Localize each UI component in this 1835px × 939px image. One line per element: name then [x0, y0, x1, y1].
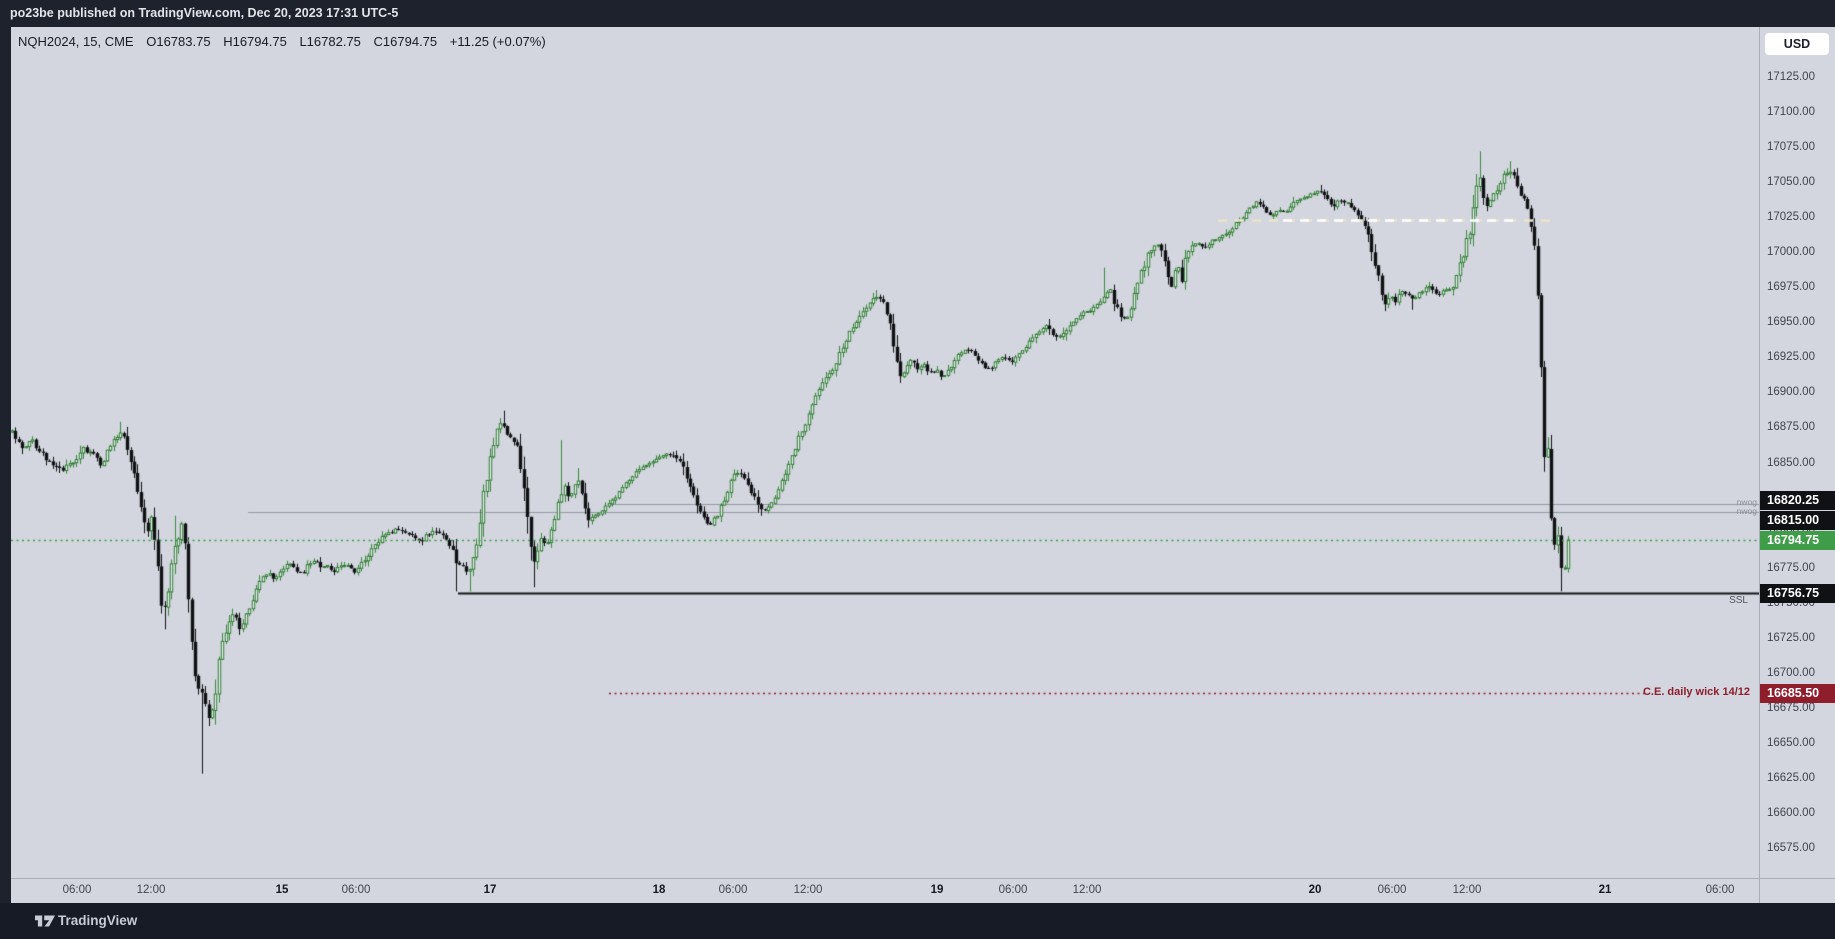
price-tick-label: 16625.00	[1767, 771, 1815, 784]
price-tick-label: 16675.00	[1767, 701, 1815, 714]
symbol-legend: NQH2024, 15, CME O16783.75 H16794.75 L16…	[18, 34, 555, 49]
time-tick-label: 06:00	[341, 884, 371, 896]
axis-price-flag-ce-daily-wick: 16685.50	[1760, 683, 1835, 703]
axis-price-flag-last-price: 16794.75	[1760, 530, 1835, 550]
footer-bar: TradingView	[0, 903, 1835, 939]
time-tick-label: 20	[1308, 884, 1322, 896]
time-tick-label: 12:00	[1452, 884, 1482, 896]
price-tick-label: 17100.00	[1767, 106, 1815, 119]
tradingview-brand-text[interactable]: TradingView	[58, 913, 138, 928]
price-tick-label: 16575.00	[1767, 842, 1815, 854]
legend-low: L16782.75	[299, 34, 361, 49]
axis-price-flag-ssl: 16756.75	[1760, 583, 1835, 603]
candlestick-chart-canvas[interactable]	[11, 27, 1759, 878]
price-tick-label: 16850.00	[1767, 456, 1815, 469]
time-tick-label: 17	[483, 884, 497, 896]
price-tick-label: 17025.00	[1767, 211, 1815, 224]
time-tick-label: 12:00	[793, 884, 823, 896]
time-axis-separator	[11, 878, 1835, 879]
time-tick-label: 06:00	[1705, 884, 1735, 896]
price-axis-separator	[1759, 27, 1760, 903]
price-tick-label: 16925.00	[1767, 351, 1815, 364]
time-tick-label: 19	[930, 884, 944, 896]
price-tick-label: 16700.00	[1767, 666, 1815, 679]
price-tick-label: 17075.00	[1767, 141, 1815, 154]
time-tick-label: 12:00	[136, 884, 166, 896]
price-tick-label: 16650.00	[1767, 736, 1815, 749]
publish-bar: po23be published on TradingView.com, Dec…	[0, 0, 1835, 27]
price-tick-label: 17125.00	[1767, 71, 1815, 83]
time-axis[interactable]: 06:00 12:00 15 06:00 17 18 06:00 12:00 19 06:00 12…	[11, 879, 1759, 903]
time-tick-label: 18	[652, 884, 666, 896]
time-tick-label: 06:00	[1377, 884, 1407, 896]
price-tick-label: 17000.00	[1767, 246, 1815, 259]
time-tick-label: 21	[1598, 884, 1612, 896]
time-tick-label: 15	[275, 884, 289, 896]
price-tick-label: 16875.00	[1767, 421, 1815, 434]
price-tick-label: 16950.00	[1767, 316, 1815, 329]
legend-change: +11.25 (+0.07%)	[449, 34, 546, 49]
legend-open: O16783.75	[146, 34, 211, 49]
price-axis[interactable]: USD 17125.00 17100.00 17075.00 17050.00 1702…	[1760, 27, 1835, 903]
time-tick-label: 06:00	[998, 884, 1028, 896]
publish-text: po23be published on TradingView.com, Dec…	[10, 6, 399, 20]
price-tick-label: 16600.00	[1767, 806, 1815, 819]
time-tick-label: 06:00	[62, 884, 92, 896]
time-tick-label: 06:00	[718, 884, 748, 896]
left-frame-strip	[0, 27, 11, 903]
price-tick-label: 16775.00	[1767, 561, 1815, 574]
tradingview-logo-icon[interactable]	[34, 914, 56, 928]
currency-button[interactable]: USD	[1765, 33, 1829, 55]
legend-symbol: NQH2024, 15, CME	[18, 34, 134, 49]
price-tick-label: 16725.00	[1767, 631, 1815, 644]
legend-close: C16794.75	[373, 34, 438, 49]
price-tick-label: 16975.00	[1767, 281, 1815, 294]
price-tick-label: 17050.00	[1767, 176, 1815, 189]
axis-price-flag-nwog-upper: 16820.25	[1760, 490, 1835, 510]
price-tick-label: 16900.00	[1767, 386, 1815, 399]
time-tick-label: 12:00	[1072, 884, 1102, 896]
legend-high: H16794.75	[223, 34, 287, 49]
axis-price-flag-nwog-lower: 16815.00	[1760, 510, 1835, 530]
